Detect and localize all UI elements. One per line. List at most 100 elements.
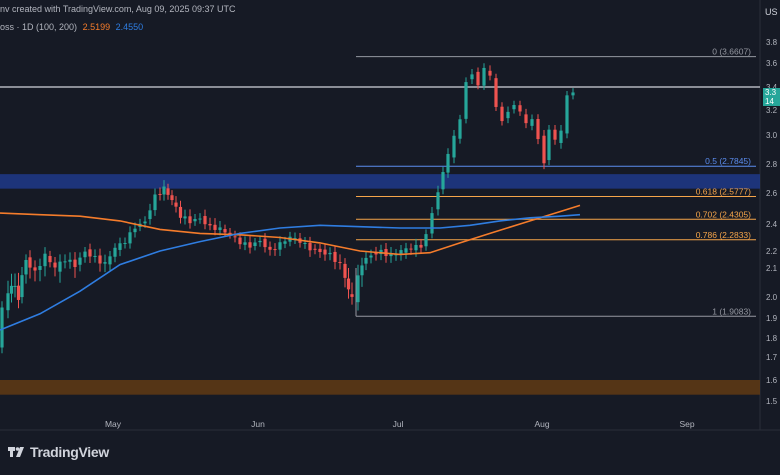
candle-body [133, 228, 137, 233]
candle-56 [268, 241, 272, 256]
candle-body [213, 224, 217, 230]
candle-53 [253, 238, 257, 251]
candle-body [559, 130, 563, 143]
candle-body [108, 256, 112, 265]
candle-72 [346, 268, 351, 299]
candle-38 [178, 200, 183, 224]
candle-body [283, 241, 287, 244]
candle-87 [419, 238, 423, 254]
candle-body [58, 261, 62, 272]
candle-31 [148, 203, 152, 225]
candle-98 [482, 63, 486, 90]
y-tick-label: 1.5 [766, 397, 778, 406]
y-tick-label: 2.0 [766, 293, 778, 302]
candle-99 [488, 65, 492, 81]
candle-107 [536, 114, 540, 145]
candle-body [233, 236, 237, 238]
zone-resistance [0, 174, 760, 189]
candle-body [333, 251, 337, 262]
candle-74 [356, 264, 360, 311]
candle-body [174, 202, 178, 207]
candle-88 [424, 229, 428, 251]
candle-body [318, 248, 322, 253]
candle-113 [571, 88, 575, 100]
candle-95 [464, 77, 468, 124]
current-price-line2: 14 [765, 97, 774, 106]
candle-body [547, 129, 551, 161]
candle-body [16, 285, 21, 300]
candle-68 [328, 247, 332, 261]
candle-73 [350, 282, 354, 305]
candle-body [494, 78, 498, 107]
x-tick-label: Aug [534, 419, 549, 429]
candle-body [20, 275, 24, 298]
candle-body [83, 251, 87, 258]
candle-109 [547, 125, 551, 166]
candle-body [464, 82, 468, 119]
candle-57 [273, 243, 277, 256]
y-tick-label: 2.8 [766, 160, 778, 169]
candle-21 [98, 248, 102, 272]
candle-body [452, 135, 456, 158]
candle-3 [13, 273, 17, 298]
candle-body [350, 294, 354, 297]
candle-body [542, 135, 546, 164]
candle-27 [128, 226, 132, 249]
candle-body [33, 267, 37, 271]
candle-body [430, 213, 434, 234]
candle-45 [213, 218, 217, 236]
candle-body [399, 250, 403, 255]
candle-106 [530, 114, 534, 131]
candle-101 [500, 102, 504, 126]
candle-36 [170, 190, 174, 206]
candle-61 [293, 232, 297, 244]
tradingview-wordmark: TradingView [30, 444, 109, 460]
candle-body [218, 227, 222, 231]
candle-body [419, 244, 423, 248]
candle-65 [313, 244, 317, 255]
candle-body [530, 119, 534, 126]
candle-body [63, 261, 67, 263]
candle-body [183, 216, 187, 219]
candle-body [148, 210, 152, 220]
candle-body [308, 242, 312, 251]
candle-body [488, 70, 492, 76]
candle-5 [20, 267, 24, 304]
candle-body [436, 192, 440, 210]
candle-112 [565, 91, 569, 139]
tradingview-logo-icon [8, 447, 24, 457]
candle-body [228, 232, 232, 235]
candle-16 [73, 252, 77, 278]
candle-49 [233, 230, 237, 243]
candle-body [346, 278, 351, 290]
candle-body [553, 129, 557, 140]
candle-body [323, 249, 327, 255]
candle-89 [430, 206, 434, 239]
candle-body [93, 255, 97, 257]
y-tick-label: 3.4 [766, 83, 778, 92]
candle-67 [323, 244, 327, 261]
candle-12 [53, 256, 57, 277]
candle-body [268, 246, 272, 250]
candle-body [193, 218, 197, 222]
x-tick-label: Jul [393, 419, 404, 429]
candle-9 [38, 258, 42, 282]
candle-2 [9, 273, 14, 303]
fib-label-0.5: 0.5 (2.7845) [705, 156, 751, 166]
candle-96 [470, 69, 474, 85]
candle-14 [63, 254, 67, 269]
candle-body [88, 249, 92, 257]
candle-81 [389, 246, 393, 263]
candle-1 [6, 280, 10, 319]
tradingview-brand[interactable]: TradingView [8, 444, 109, 460]
candle-body [369, 255, 373, 258]
indicator-legend[interactable]: oss · 1D (100, 200) 2.5199 2.4550 [0, 22, 143, 32]
y-tick-label: 3.0 [766, 131, 778, 140]
candle-111 [559, 125, 563, 149]
candle-body [458, 119, 462, 139]
candles-group [0, 63, 575, 354]
currency-badge[interactable]: US [765, 7, 778, 17]
candle-body [506, 111, 510, 119]
